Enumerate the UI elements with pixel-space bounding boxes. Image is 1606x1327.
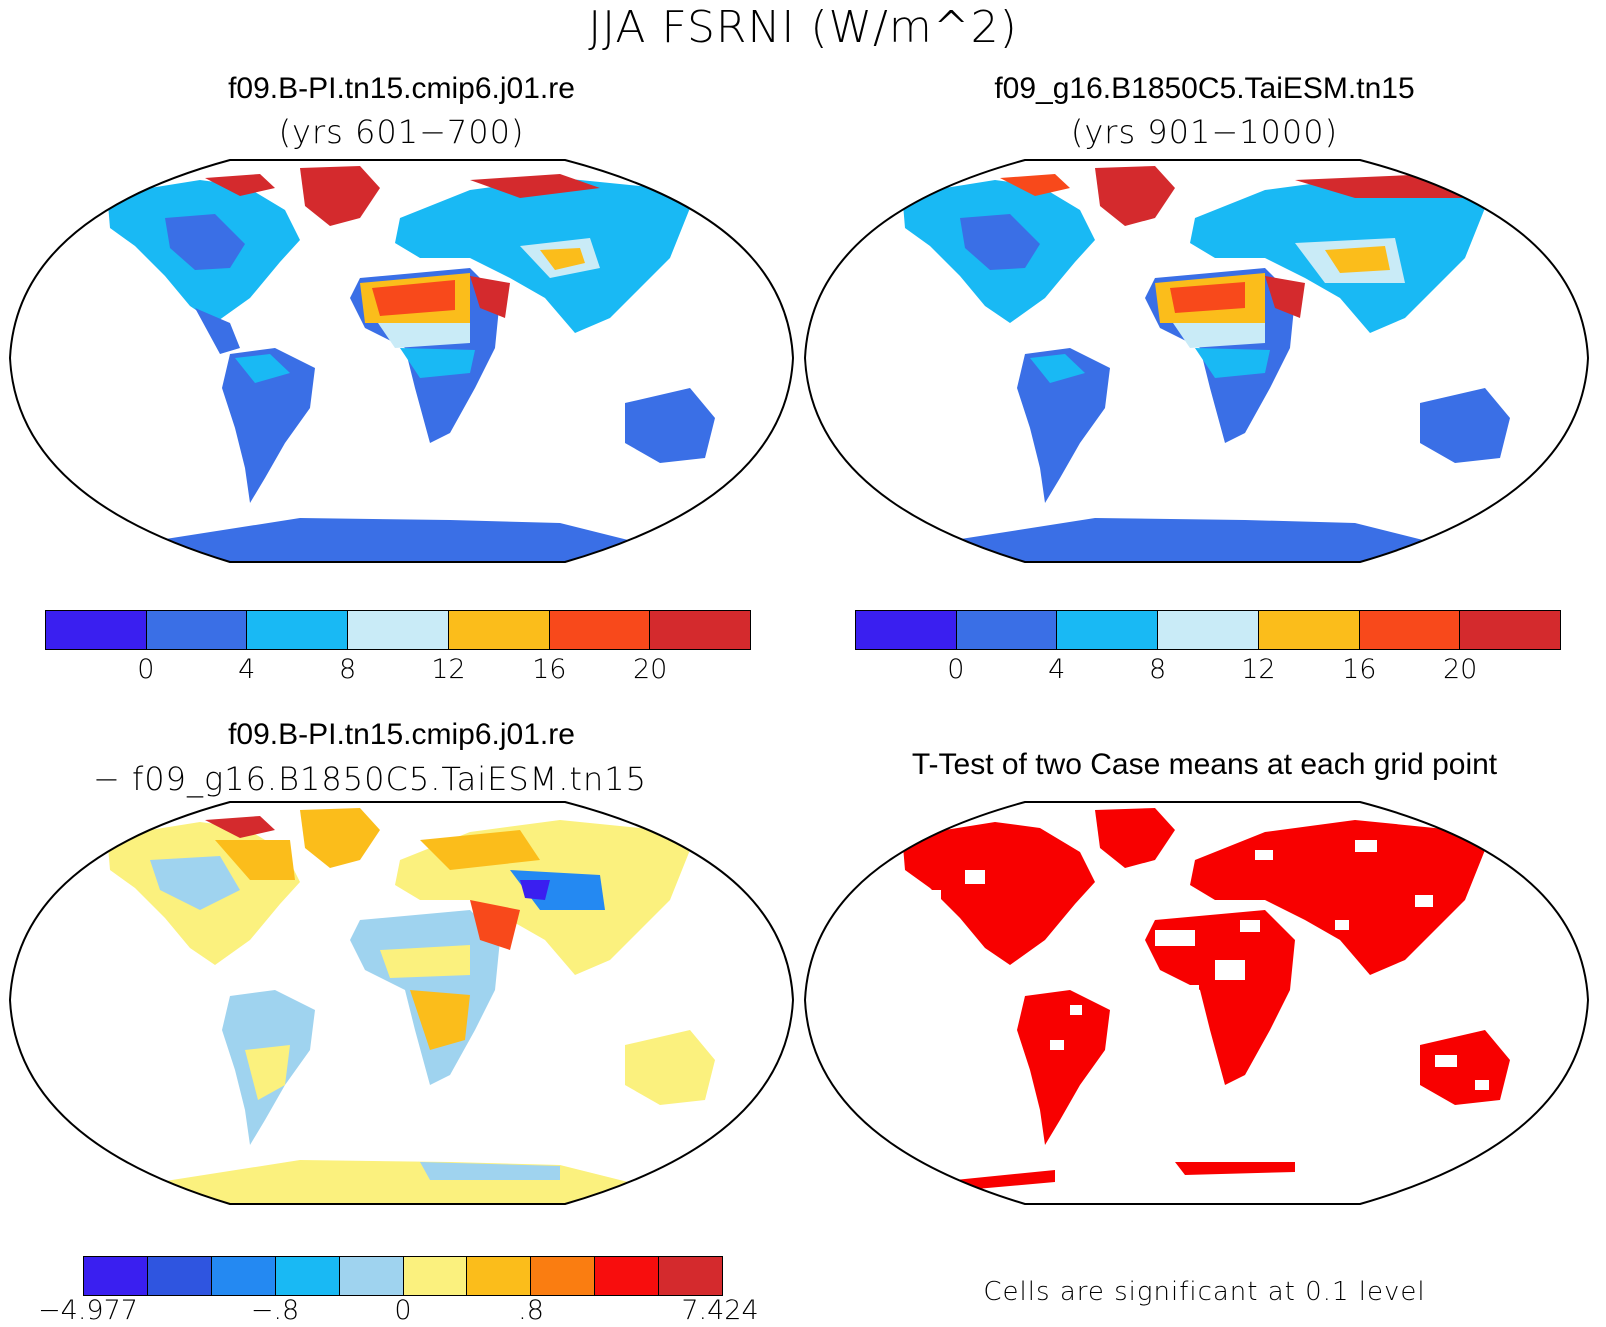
colorbar-tick-label: −.8 [250,1295,300,1326]
colorbar-swatch [146,611,248,649]
panel2-case-title: f09_g16.B1850C5.TaiESM.tn15 [994,72,1415,105]
map-boundary [803,801,1590,1205]
colorbar-panel-1 [45,610,751,650]
colorbar-tick-label: 8 [1148,654,1167,685]
land-greenland [300,166,380,226]
colorbar-tick-label: −4.977 [38,1295,138,1326]
colorbar-swatch [247,611,349,649]
colorbar-swatch [147,1257,212,1295]
panel1-years: (yrs 601−700) [278,113,525,151]
significance-note: Cells are significant at 0.1 level [983,1277,1426,1307]
panel3-case-title: f09.B-PI.tn15.cmip6.j01.re [228,718,575,751]
map-boundary [8,801,795,1205]
colorbar-tick-label: 4 [238,654,256,685]
colorbar-swatch [595,1257,660,1295]
colorbar-panel-3 [83,1256,723,1296]
colorbar-swatch [275,1257,340,1295]
colorbar-panel-2 [855,610,1561,650]
figure-title: JJA FSRNI (W/m^2) [588,2,1018,53]
colorbar-swatch [856,611,957,649]
map-boundary [8,159,795,563]
colorbar-tick-label: 12 [1241,654,1276,685]
panel4-ttest-title: T-Test of two Case means at each grid po… [911,748,1498,781]
map-panel-1 [8,159,795,563]
map-boundary [803,159,1590,563]
colorbar-tick-label: 7.424 [681,1295,759,1326]
colorbar-swatch [348,611,449,649]
map-panel-4-ttest [803,801,1590,1205]
colorbar-tick-label: 20 [632,654,668,685]
colorbar-swatch [1359,611,1461,649]
colorbar-swatch [1057,611,1159,649]
colorbar-swatch [211,1257,276,1295]
colorbar-tick-label: 16 [532,654,567,685]
colorbar-tick-label: .8 [518,1295,544,1326]
colorbar-tick-label: 20 [1442,654,1478,685]
land-antarctica [140,518,640,562]
map-panel-2 [803,159,1590,563]
colorbar-swatch [531,1257,596,1295]
colorbar-swatch [956,611,1058,649]
colorbar-swatch [1158,611,1259,649]
colorbar-tick-label: 0 [137,654,155,685]
map-panel-3-difference [8,801,795,1205]
colorbar-tick-label: 12 [431,654,466,685]
colorbar-swatch [1460,611,1561,649]
colorbar-swatch [467,1257,532,1295]
panel3-minus-title: − f09_g16.B1850C5.TaiESM.tn15 [93,760,647,798]
land-australia [625,388,715,463]
colorbar-tick-label: 0 [947,654,965,685]
colorbar-swatch [549,611,651,649]
colorbar-tick-label: 16 [1342,654,1377,685]
colorbar-swatch [403,1257,468,1295]
colorbar-swatch [46,611,147,649]
colorbar-swatch [339,1257,404,1295]
colorbar-swatch [1258,611,1360,649]
colorbar-tick-label: 8 [338,654,357,685]
colorbar-tick-label: 4 [1048,654,1066,685]
land-south-america [222,348,315,503]
colorbar-swatch [84,1257,148,1295]
colorbar-swatch [650,611,751,649]
colorbar-swatch [448,611,550,649]
colorbar-tick-label: 0 [394,1295,412,1326]
colorbar-swatch [659,1257,723,1295]
panel2-years: (yrs 901−1000) [1070,113,1339,151]
panel1-case-title: f09.B-PI.tn15.cmip6.j01.re [228,72,575,105]
